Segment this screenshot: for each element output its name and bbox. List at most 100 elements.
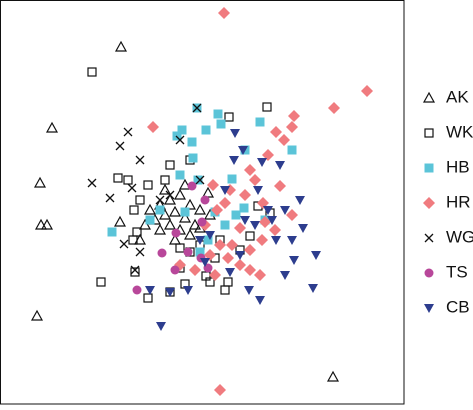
point: [143, 180, 153, 190]
point: [224, 112, 234, 122]
point: [195, 175, 205, 185]
point: [244, 286, 254, 295]
point: [114, 40, 128, 52]
point: [143, 293, 153, 303]
point: [180, 207, 190, 217]
point: [255, 117, 265, 127]
point: [234, 259, 246, 271]
point: [105, 193, 115, 203]
point: [135, 195, 145, 205]
point: [123, 127, 133, 137]
point: [286, 121, 298, 133]
point: [115, 141, 125, 151]
point: [156, 322, 166, 331]
point: [155, 205, 165, 215]
point: [257, 158, 267, 167]
point: [155, 195, 165, 205]
point: [178, 178, 192, 190]
point: [197, 217, 207, 227]
point: [183, 228, 197, 240]
legend-label: WK: [446, 122, 473, 141]
point: [132, 285, 142, 295]
point: [188, 153, 198, 163]
point: [187, 181, 197, 191]
legend-marker: [424, 128, 434, 138]
point: [287, 236, 297, 245]
point: [171, 228, 181, 238]
point: [178, 211, 192, 223]
point: [163, 193, 177, 205]
point: [193, 203, 207, 215]
point: [163, 218, 177, 230]
point: [187, 137, 197, 147]
point: [263, 206, 273, 215]
point: [234, 222, 246, 234]
point: [123, 175, 133, 185]
point: [158, 183, 172, 195]
point: [259, 216, 271, 228]
point: [119, 239, 129, 249]
point: [160, 175, 170, 185]
point: [107, 227, 117, 237]
point: [275, 161, 285, 170]
legend-marker: [422, 91, 436, 103]
point: [45, 121, 59, 133]
point: [147, 121, 159, 133]
point: [244, 164, 256, 176]
point: [244, 244, 256, 256]
point: [271, 236, 281, 245]
point: [226, 239, 238, 251]
point: [175, 170, 185, 180]
legend-label: TS: [446, 262, 468, 281]
point: [230, 129, 240, 138]
point: [40, 218, 54, 230]
point: [235, 251, 245, 260]
legend-marker: [424, 233, 434, 243]
point: [254, 269, 266, 281]
legend-marker: [423, 197, 435, 209]
point: [195, 247, 205, 257]
point: [113, 215, 127, 227]
point: [213, 109, 223, 119]
point: [239, 203, 249, 213]
point: [143, 203, 157, 215]
point: [218, 7, 230, 19]
point: [165, 160, 175, 170]
point: [220, 285, 230, 295]
point: [135, 155, 145, 165]
point: [238, 146, 248, 155]
point: [250, 221, 260, 230]
legend-label: CB: [446, 297, 470, 316]
point: [30, 309, 44, 321]
point: [214, 239, 226, 251]
point: [173, 188, 187, 200]
point: [207, 179, 219, 191]
point: [240, 216, 250, 225]
point: [128, 235, 138, 245]
point: [298, 224, 308, 233]
point: [278, 134, 290, 146]
point: [193, 175, 203, 185]
point: [231, 210, 241, 220]
point: [328, 102, 340, 114]
point: [220, 186, 230, 195]
plot-frame: [0, 0, 405, 405]
point: [113, 173, 123, 183]
legend-marker: [424, 268, 434, 278]
point: [201, 125, 211, 135]
point: [177, 125, 187, 135]
point: [168, 205, 182, 217]
point: [225, 268, 235, 277]
point: [361, 85, 373, 97]
point: [33, 176, 47, 188]
point: [96, 277, 106, 287]
point: [239, 189, 251, 201]
point: [311, 251, 321, 260]
point: [34, 218, 48, 230]
point: [87, 67, 97, 77]
point: [288, 110, 300, 122]
point: [280, 271, 290, 280]
legend-marker: [424, 163, 434, 173]
point: [153, 223, 167, 235]
